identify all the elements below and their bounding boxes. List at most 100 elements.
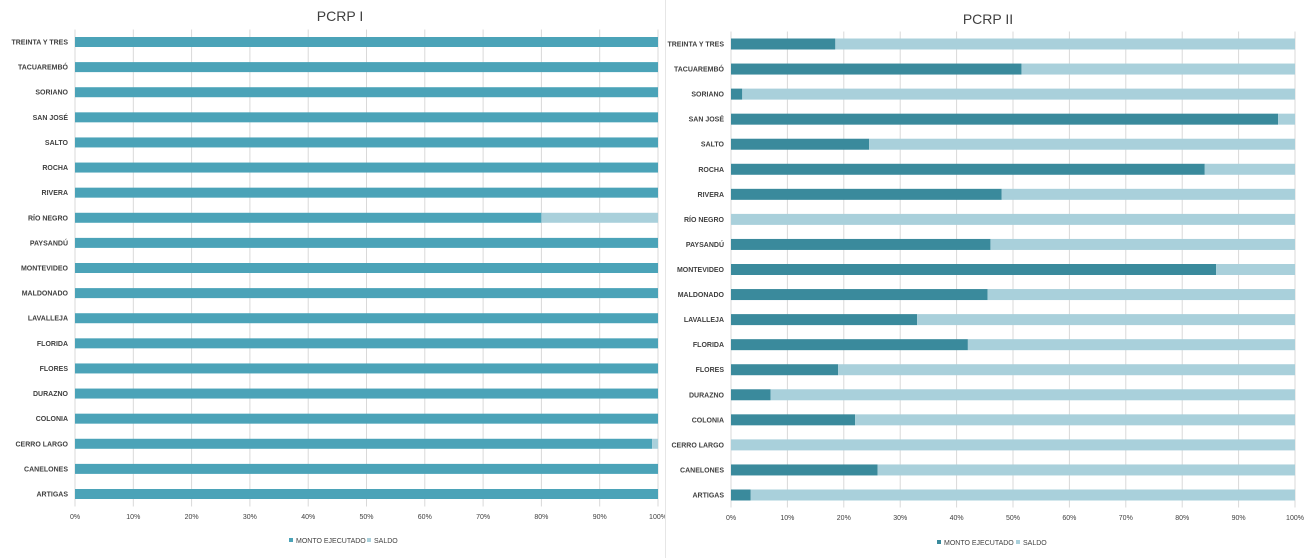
bar-monto-ejecutado — [75, 112, 658, 123]
category-label: CANELONES — [24, 466, 68, 473]
bar-saldo — [742, 88, 1295, 100]
bar-monto-ejecutado — [75, 288, 658, 299]
category-label: DURAZNO — [689, 392, 725, 399]
x-tick-label: 100% — [1286, 515, 1304, 522]
bar-saldo — [1204, 163, 1295, 175]
bar-saldo — [731, 439, 1295, 451]
category-label: LAVALLEJA — [684, 317, 724, 324]
category-label: SORIANO — [691, 92, 724, 99]
bar-monto-ejecutado — [75, 212, 542, 223]
category-label: FLORIDA — [37, 341, 68, 348]
category-label: RIVERA — [698, 192, 724, 199]
category-label: RIVERA — [42, 190, 68, 197]
category-label: CANELONES — [680, 467, 724, 474]
x-tick-label: 90% — [1232, 515, 1246, 522]
bar-saldo — [838, 364, 1295, 376]
bar-monto-ejecutado — [731, 364, 839, 376]
category-label: MONTEVIDEO — [677, 267, 725, 274]
category-label: COLONIA — [36, 416, 68, 423]
bar-monto-ejecutado — [731, 88, 743, 100]
bar-saldo — [990, 238, 1295, 250]
category-label: FLORES — [40, 366, 69, 373]
legend-swatch — [937, 540, 941, 544]
category-label: MALDONADO — [678, 292, 725, 299]
bar-monto-ejecutado — [75, 87, 658, 98]
x-tick-label: 50% — [359, 514, 373, 521]
x-tick-label: 30% — [243, 514, 257, 521]
bar-monto-ejecutado — [731, 38, 836, 50]
bar-saldo — [1021, 63, 1295, 75]
legend-swatch — [1016, 540, 1020, 544]
category-label: TREINTA Y TRES — [667, 42, 724, 49]
bar-monto-ejecutado — [731, 289, 988, 301]
category-label: SAN JOSÉ — [33, 113, 69, 122]
category-label: COLONIA — [692, 417, 724, 424]
category-label: TACUAREMBÓ — [674, 65, 725, 74]
bar-saldo — [917, 314, 1295, 326]
chart-pcrp-1-svg: PCRP I 0% 10% 20% 30% 40% 50% 60% 70% 80% 90% 100% T… — [11, 8, 665, 545]
bar-monto-ejecutado — [75, 338, 658, 349]
bar-monto-ejecutado — [75, 187, 658, 198]
bar-monto-ejecutado — [75, 137, 658, 148]
category-label: RÍO NEGRO — [684, 215, 725, 224]
bar-saldo — [1001, 188, 1295, 200]
legend-label: SALDO — [374, 538, 398, 545]
category-label: ARTIGAS — [693, 493, 725, 500]
bar-saldo — [967, 339, 1295, 351]
x-tick-label: 90% — [593, 514, 607, 521]
bar-monto-ejecutado — [75, 313, 658, 324]
x-tick-label: 100% — [649, 514, 665, 521]
bar-saldo — [835, 38, 1295, 50]
bar-monto-ejecutado — [731, 314, 918, 326]
category-label: MALDONADO — [22, 291, 69, 298]
bar-monto-ejecutado — [75, 237, 658, 248]
x-tick-label: 0% — [70, 514, 80, 521]
x-tick-label: 60% — [418, 514, 432, 521]
bar-monto-ejecutado — [75, 162, 658, 173]
bar-monto-ejecutado — [731, 264, 1217, 275]
category-label: SALTO — [45, 140, 69, 147]
bar-saldo — [1278, 113, 1295, 125]
category-label: DURAZNO — [33, 391, 69, 398]
category-label: RÍO NEGRO — [28, 213, 69, 222]
bar-monto-ejecutado — [75, 363, 658, 374]
bar-saldo — [1216, 264, 1295, 275]
bar-monto-ejecutado — [75, 388, 658, 399]
category-label: LAVALLEJA — [28, 316, 68, 323]
chart-title: PCRP II — [963, 11, 1013, 27]
chart-pcrp-1: PCRP I 0% 10% 20% 30% 40% 50% 60% 70% 80% 90% 100% T… — [11, 8, 665, 545]
category-label: CERRO LARGO — [672, 442, 725, 449]
x-tick-label: 20% — [185, 514, 199, 521]
category-label: TREINTA Y TRES — [11, 40, 68, 47]
category-label: PAYSANDÚ — [686, 240, 724, 249]
bar-monto-ejecutado — [731, 63, 1022, 75]
bar-monto-ejecutado — [731, 339, 968, 351]
bar-monto-ejecutado — [75, 463, 658, 474]
x-tick-label: 20% — [837, 515, 851, 522]
category-label: TACUAREMBÓ — [18, 63, 69, 72]
x-tick-label: 40% — [301, 514, 315, 521]
bar-monto-ejecutado — [75, 263, 658, 273]
x-tick-label: 70% — [1119, 515, 1133, 522]
bar-monto-ejecutado — [75, 489, 658, 499]
x-tick-label: 70% — [476, 514, 490, 521]
bar-saldo — [750, 489, 1295, 501]
chart-title: PCRP I — [317, 8, 363, 24]
x-tick-label: 80% — [1175, 515, 1189, 522]
category-label: SAN JOSÉ — [689, 115, 725, 124]
bar-monto-ejecutado — [75, 37, 658, 47]
category-label: FLORES — [696, 367, 725, 374]
chart-pcrp-2-svg: PCRP II 0% 10% 20% 30% 40% 50% 60% 70% 80% 90% 100%… — [667, 11, 1304, 547]
bar-monto-ejecutado — [731, 464, 878, 476]
bar-saldo — [855, 414, 1295, 426]
x-tick-label: 0% — [726, 515, 736, 522]
category-label: PAYSANDÚ — [30, 238, 68, 247]
legend-label: SALDO — [1023, 540, 1047, 547]
x-tick-label: 50% — [1006, 515, 1020, 522]
x-tick-label: 30% — [893, 515, 907, 522]
category-label: MONTEVIDEO — [21, 266, 69, 273]
bar-monto-ejecutado — [731, 188, 1002, 200]
bar-saldo — [731, 213, 1295, 225]
chart-divider — [665, 0, 666, 558]
bar-monto-ejecutado — [731, 163, 1205, 175]
